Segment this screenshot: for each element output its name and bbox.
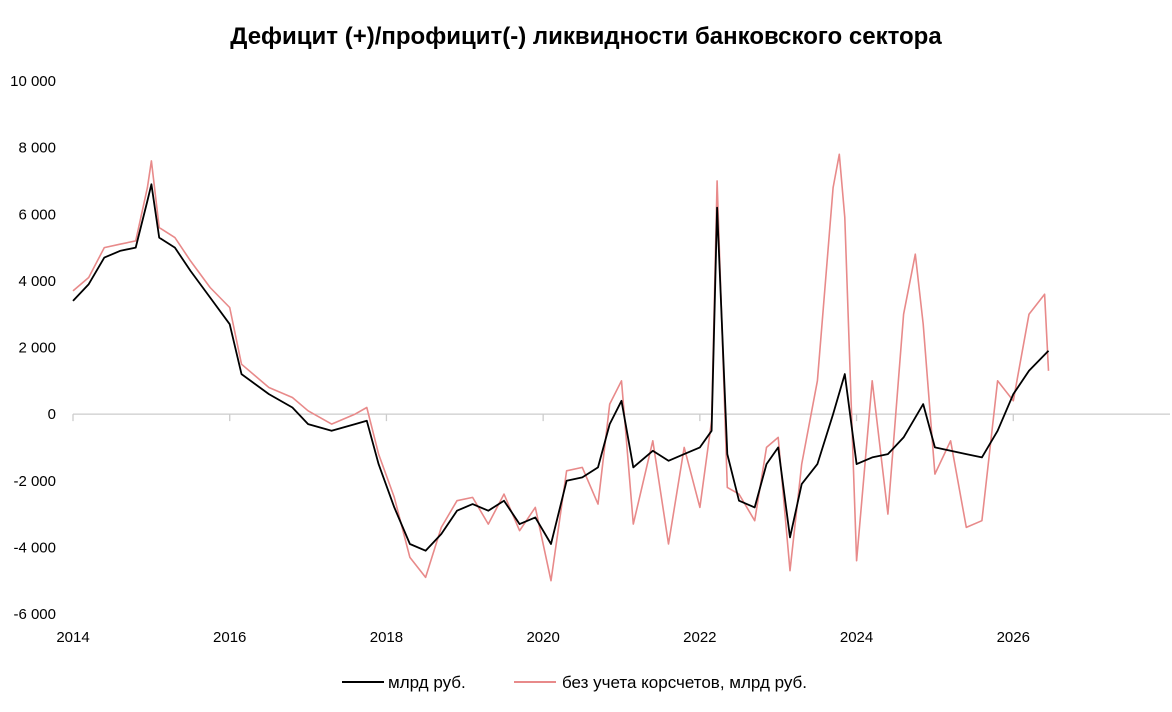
y-tick-label: 0	[48, 406, 56, 423]
x-tick-label: 2026	[997, 629, 1030, 646]
series-group	[72, 153, 1050, 582]
y-tick-label: 4 000	[18, 273, 56, 290]
x-tick-marks	[72, 414, 1014, 422]
chart-title: Дефицит (+)/профицит(-) ликвидности банк…	[230, 23, 942, 50]
y-axis-labels: 10 000 8 000 6 000 4 000 2 000 0 -2 000 -4 000 -…	[10, 73, 56, 623]
legend: млрд руб. без учета корсчетов, млрд руб.	[342, 673, 807, 692]
y-tick-label: -2 000	[13, 473, 56, 490]
legend-label-series-2: без учета корсчетов, млрд руб.	[562, 673, 807, 692]
x-tick-label: 2018	[370, 629, 403, 646]
legend-label-series-1: млрд руб.	[388, 673, 466, 692]
x-tick-label: 2022	[683, 629, 716, 646]
y-tick-label: -6 000	[13, 606, 56, 623]
x-tick-label: 2016	[213, 629, 246, 646]
series-line-1	[72, 183, 1050, 552]
x-axis-labels: 2014 2016 2018 2020 2022 2024 2026	[56, 629, 1030, 646]
series-line-2	[72, 153, 1050, 582]
y-tick-label: 10 000	[10, 73, 56, 90]
y-tick-label: 2 000	[18, 340, 56, 357]
x-tick-label: 2020	[526, 629, 559, 646]
y-tick-label: -4 000	[13, 539, 56, 556]
x-tick-label: 2024	[840, 629, 873, 646]
y-tick-label: 8 000	[18, 140, 56, 157]
y-tick-label: 6 000	[18, 206, 56, 223]
x-tick-label: 2014	[56, 629, 89, 646]
